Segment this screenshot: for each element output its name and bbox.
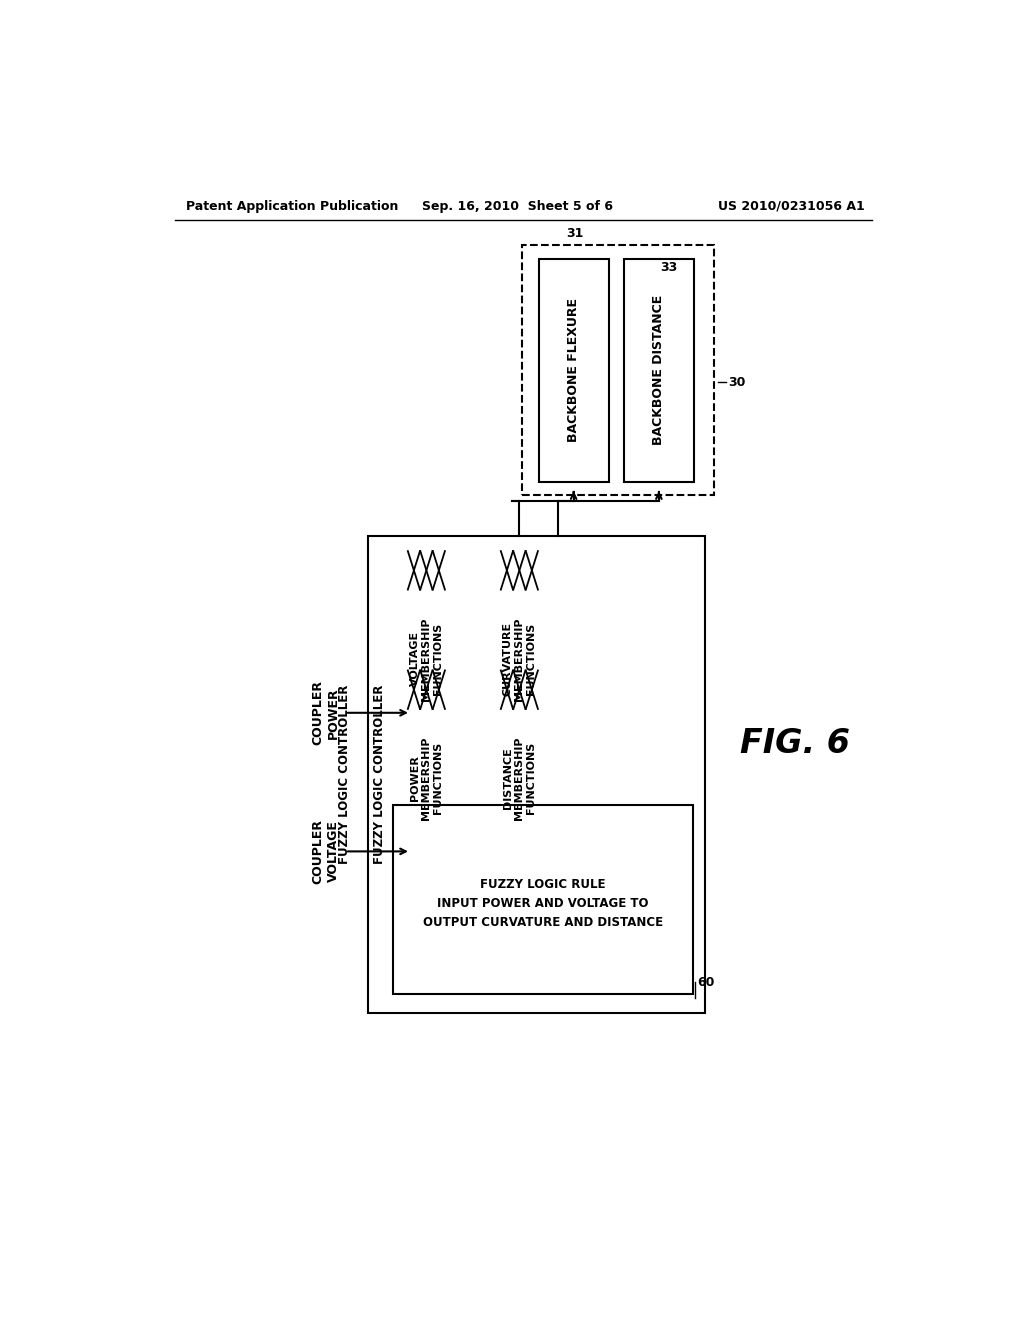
Text: FIG. 6: FIG. 6 xyxy=(740,727,850,760)
Bar xyxy=(369,536,706,1014)
Text: DISTANCE
MEMBERSHIP
FUNCTIONS: DISTANCE MEMBERSHIP FUNCTIONS xyxy=(503,737,536,820)
Text: CURVATURE
MEMBERSHIP
FUNCTIONS: CURVATURE MEMBERSHIP FUNCTIONS xyxy=(503,618,536,701)
Text: BACKBONE DISTANCE: BACKBONE DISTANCE xyxy=(652,296,666,445)
Text: FUZZY LOGIC CONTROLLER: FUZZY LOGIC CONTROLLER xyxy=(339,685,351,865)
Text: COUPLER
VOLTAGE: COUPLER VOLTAGE xyxy=(311,818,340,884)
Text: COUPLER
POWER: COUPLER POWER xyxy=(311,680,340,746)
Text: VOLTAGE
MEMBERSHIP
FUNCTIONS: VOLTAGE MEMBERSHIP FUNCTIONS xyxy=(410,618,443,701)
Text: 60: 60 xyxy=(697,975,714,989)
Text: OUTPUT CURVATURE AND DISTANCE: OUTPUT CURVATURE AND DISTANCE xyxy=(423,916,664,929)
Text: Patent Application Publication: Patent Application Publication xyxy=(186,199,398,213)
Text: 31: 31 xyxy=(566,227,584,240)
Text: FUZZY LOGIC CONTROLLER: FUZZY LOGIC CONTROLLER xyxy=(373,685,386,865)
Bar xyxy=(624,259,693,482)
Text: FUZZY LOGIC RULE: FUZZY LOGIC RULE xyxy=(480,878,606,891)
Text: 33: 33 xyxy=(660,261,678,275)
Text: BACKBONE FLEXURE: BACKBONE FLEXURE xyxy=(567,298,581,442)
Text: INPUT POWER AND VOLTAGE TO: INPUT POWER AND VOLTAGE TO xyxy=(437,896,649,909)
Text: POWER
MEMBERSHIP
FUNCTIONS: POWER MEMBERSHIP FUNCTIONS xyxy=(410,737,443,820)
Bar xyxy=(539,259,608,482)
Text: US 2010/0231056 A1: US 2010/0231056 A1 xyxy=(718,199,864,213)
Bar xyxy=(393,805,693,994)
Text: Sep. 16, 2010  Sheet 5 of 6: Sep. 16, 2010 Sheet 5 of 6 xyxy=(423,199,613,213)
Text: 30: 30 xyxy=(728,376,745,389)
Bar xyxy=(521,244,714,495)
